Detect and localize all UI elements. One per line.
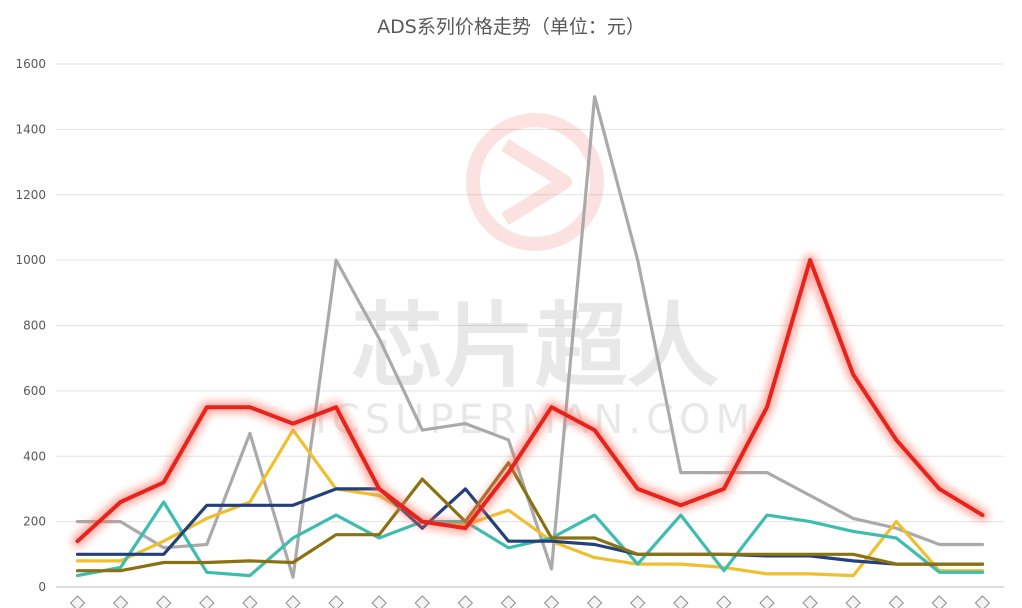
y-tick-label: 800 xyxy=(23,319,46,333)
x-category-marker xyxy=(457,595,474,608)
x-category-marker xyxy=(112,595,129,608)
x-category-marker xyxy=(974,595,991,608)
series-line-4 xyxy=(75,500,985,578)
y-tick-label: 0 xyxy=(38,580,46,594)
y-axis-ticks: 0 200 400 600 800 1000 1200 1400 1600 xyxy=(15,57,46,594)
x-category-marker xyxy=(673,595,689,608)
x-category-marker xyxy=(156,595,172,608)
x-category-marker xyxy=(543,595,560,608)
y-tick-label: 1600 xyxy=(15,57,46,71)
watermark-chinese: 芯片超人 xyxy=(351,293,719,400)
x-category-marker xyxy=(69,595,86,608)
x-category-marker xyxy=(285,595,301,608)
x-category-marker xyxy=(500,595,517,608)
chart-title: ADS系列价格走势（单位：元） xyxy=(377,16,645,38)
x-category-marker xyxy=(931,595,948,608)
x-category-marker xyxy=(759,595,775,608)
y-tick-label: 400 xyxy=(23,449,46,463)
series-line-1 xyxy=(75,258,985,544)
series-line-5 xyxy=(75,487,985,566)
x-category-marker xyxy=(845,595,861,608)
x-category-marker xyxy=(802,595,818,608)
x-category-marker xyxy=(371,595,387,608)
x-axis-category-markers xyxy=(69,595,991,608)
x-category-marker xyxy=(888,595,904,608)
series-line-3 xyxy=(75,428,985,578)
y-tick-label: 1200 xyxy=(15,188,46,202)
series-lines xyxy=(71,95,989,579)
x-category-marker xyxy=(630,595,646,608)
y-tick-label: 1400 xyxy=(15,122,46,136)
y-tick-label: 600 xyxy=(23,384,46,398)
watermark: 芯片超人 ICSUPERMAN.COM xyxy=(315,113,750,443)
x-category-marker xyxy=(716,595,732,608)
x-category-marker xyxy=(586,595,603,608)
series-line-2 xyxy=(75,95,985,579)
x-category-marker xyxy=(199,595,215,608)
x-category-marker xyxy=(328,595,344,608)
x-category-marker xyxy=(242,595,258,608)
y-tick-label: 1000 xyxy=(15,253,46,267)
watermark-logo-icon xyxy=(466,113,604,251)
x-category-marker xyxy=(414,595,430,608)
series-line-6 xyxy=(75,461,985,573)
y-tick-label: 200 xyxy=(23,515,46,529)
gridlines xyxy=(56,63,1004,588)
